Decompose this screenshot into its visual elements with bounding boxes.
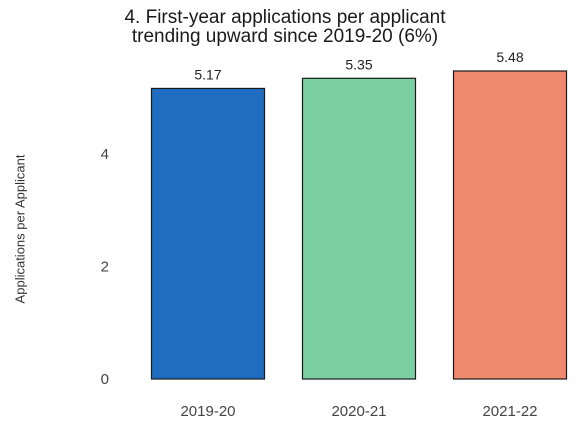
bar-2019-20 (150, 87, 266, 380)
data-label: 5.17 (194, 66, 221, 82)
bar-2021-22 (452, 70, 568, 380)
bar-2020-21 (301, 77, 417, 380)
chart-title: 4. First-year applications per applicant… (85, 8, 485, 46)
x-tick-label: 2020-21 (331, 403, 386, 420)
chart-title-line-2: trending upward since 2019-20 (6%) (131, 26, 439, 47)
x-tick-label: 2019-20 (180, 403, 235, 420)
y-tick-label: 0 (101, 371, 109, 388)
y-tick-label: 2 (101, 259, 109, 276)
chart-title-line-1: 4. First-year applications per applicant (124, 7, 446, 28)
data-label: 5.48 (496, 49, 523, 65)
x-tick-label: 2021-22 (482, 403, 537, 420)
y-tick-label: 4 (101, 146, 109, 163)
data-label: 5.35 (345, 56, 372, 72)
